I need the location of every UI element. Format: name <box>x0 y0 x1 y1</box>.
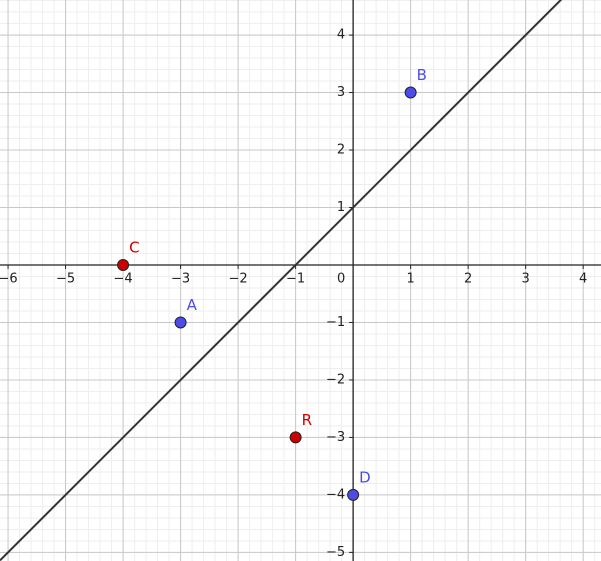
x-tick-label: 4 <box>579 271 587 286</box>
point <box>404 86 417 99</box>
x-tick-label: 1 <box>406 271 414 286</box>
point <box>117 258 130 271</box>
x-tick-label: −6 <box>0 271 18 286</box>
point-label: B <box>417 66 427 84</box>
point <box>289 431 302 444</box>
point <box>347 488 360 501</box>
y-tick-label: 2 <box>337 143 345 158</box>
y-tick-label: 4 <box>337 28 345 43</box>
y-tick-label: 3 <box>337 85 345 100</box>
point-label: C <box>129 238 139 256</box>
y-tick-label: −1 <box>326 315 345 330</box>
y-tick-label: 1 <box>337 200 345 215</box>
x-tick-label: −4 <box>113 271 132 286</box>
x-tick-label: −3 <box>171 271 190 286</box>
y-tick-label: −4 <box>326 487 345 502</box>
x-tick-label: −5 <box>56 271 75 286</box>
point-label: R <box>302 411 312 429</box>
x-tick-label: 0 <box>337 271 345 286</box>
y-tick-label: −2 <box>326 372 345 387</box>
x-tick-label: 2 <box>464 271 472 286</box>
x-tick-label: 3 <box>522 271 530 286</box>
point-label: A <box>187 296 198 314</box>
y-tick-label: −5 <box>326 545 345 560</box>
x-tick-label: −1 <box>286 271 305 286</box>
point-label: D <box>359 468 371 486</box>
point <box>174 316 187 329</box>
y-tick-label: −3 <box>326 430 345 445</box>
x-tick-label: −2 <box>229 271 248 286</box>
